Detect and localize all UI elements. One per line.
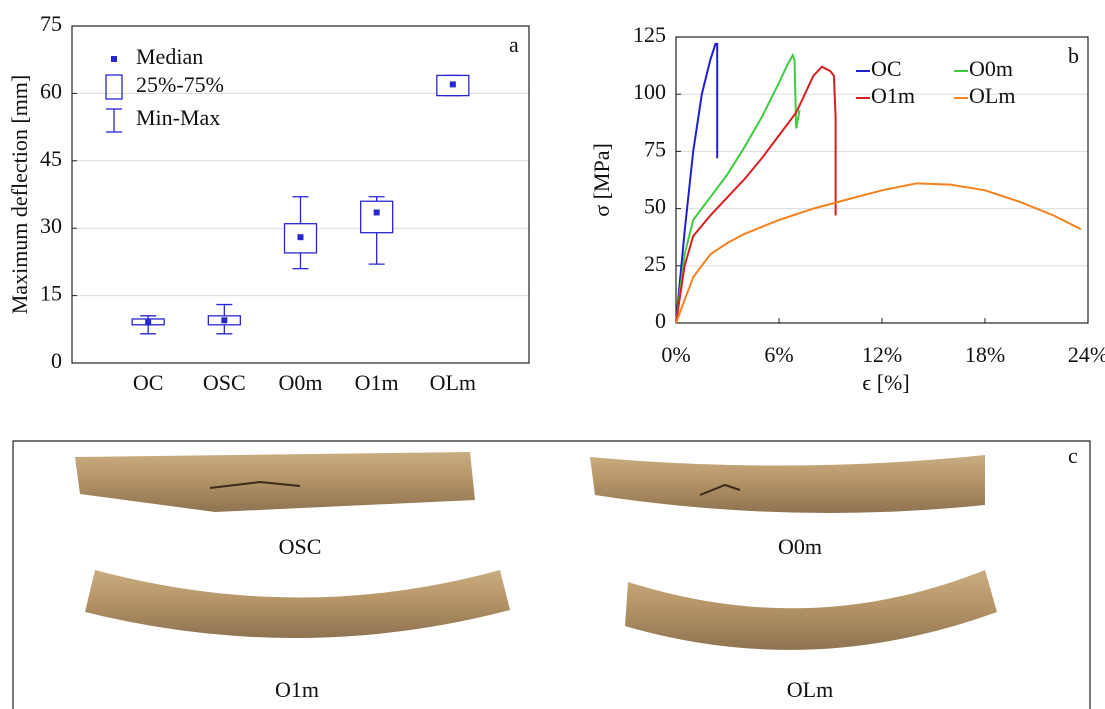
y-tick-label: 50 <box>644 194 666 219</box>
x-tick-label: 18% <box>965 342 1005 367</box>
beam-photo <box>625 570 997 650</box>
y-tick-label: 15 <box>40 281 62 306</box>
legend-box <box>106 75 122 99</box>
beam-photo <box>85 570 510 638</box>
y-tick-label: 25 <box>644 251 666 276</box>
figure: c OSC O0m O1m OLm 0 15 30 45 60 75 a Maximum de… <box>0 0 1105 709</box>
y-tick-label: 125 <box>633 22 666 47</box>
x-tick-label: 12% <box>862 342 902 367</box>
specimen-label: O1m <box>275 677 319 702</box>
legend-label: Min-Max <box>136 105 220 130</box>
page: c OSC O0m O1m OLm 0 15 30 45 60 75 a Maximum de… <box>0 0 1105 709</box>
x-tick-label: OLm <box>430 370 476 395</box>
beam-photo <box>75 452 475 512</box>
panel-label: b <box>1068 43 1079 68</box>
x-tick-label: O1m <box>355 370 399 395</box>
x-tick-label: 0% <box>661 342 690 367</box>
x-axis-title: ϵ [%] <box>862 370 909 395</box>
series-line <box>676 55 800 323</box>
legend-label: Median <box>136 44 203 69</box>
y-tick-label: 0 <box>655 308 666 333</box>
panel-c: c OSC O0m O1m OLm <box>13 441 1090 709</box>
y-tick-label: 0 <box>51 348 62 373</box>
y-tick-label: 100 <box>633 79 666 104</box>
y-tick-label: 30 <box>40 213 62 238</box>
median <box>221 317 227 323</box>
x-tick-label: OSC <box>203 370 246 395</box>
legend-label: O1m <box>871 83 915 108</box>
y-axis-title: Maximum deflection [mm] <box>7 75 32 315</box>
panel-label: c <box>1068 443 1078 468</box>
panel-label: a <box>509 32 519 57</box>
beam-photo <box>590 455 985 513</box>
series-line <box>676 183 1081 323</box>
x-tick-label: 24% <box>1068 342 1105 367</box>
x-tick-label: 6% <box>764 342 793 367</box>
median <box>450 81 456 87</box>
specimen-label: OSC <box>279 534 322 559</box>
legend-label: OLm <box>969 83 1015 108</box>
median <box>374 209 380 215</box>
median <box>298 234 304 240</box>
y-tick-label: 45 <box>40 146 62 171</box>
legend-label: O0m <box>969 56 1013 81</box>
specimen-label: OLm <box>787 677 833 702</box>
legend-label: 25%-75% <box>136 72 224 97</box>
y-tick-label: 75 <box>644 136 666 161</box>
legend-median <box>111 56 117 62</box>
y-axis-title: σ [MPa] <box>589 143 614 217</box>
specimen-label: O0m <box>778 534 822 559</box>
median <box>145 320 151 326</box>
y-tick-label: 75 <box>40 11 62 36</box>
y-tick-label: 60 <box>40 78 62 103</box>
box <box>361 201 393 232</box>
x-tick-label: O0m <box>279 370 323 395</box>
legend-label: OC <box>871 56 902 81</box>
x-tick-label: OC <box>133 370 164 395</box>
